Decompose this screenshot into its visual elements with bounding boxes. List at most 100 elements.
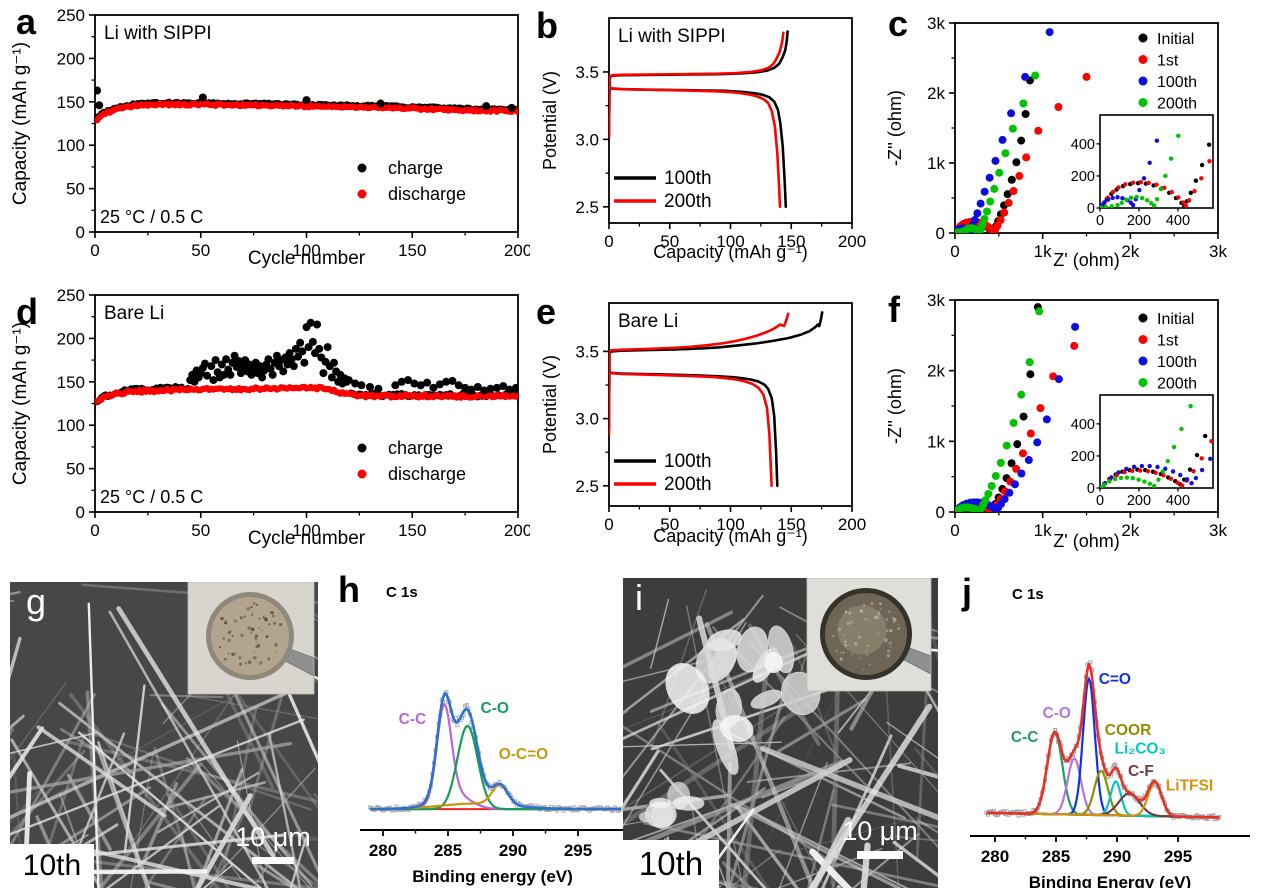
svg-text:150: 150 <box>398 241 426 260</box>
svg-text:discharge: discharge <box>388 464 466 484</box>
svg-text:100: 100 <box>292 521 320 540</box>
svg-text:1k: 1k <box>1034 521 1052 540</box>
svg-text:100th: 100th <box>664 168 712 189</box>
svg-text:150: 150 <box>777 232 805 251</box>
svg-text:50: 50 <box>191 521 210 540</box>
svg-text:200: 200 <box>1071 169 1095 185</box>
svg-text:250: 250 <box>57 286 85 305</box>
svg-text:50: 50 <box>660 515 679 534</box>
svg-text:Initial: Initial <box>1157 31 1194 48</box>
svg-text:0: 0 <box>1096 493 1104 509</box>
scale-label-g: 10 μm <box>235 822 311 852</box>
svg-text:200: 200 <box>1127 493 1151 509</box>
svg-text:COOR: COOR <box>1105 722 1152 739</box>
svg-text:-Z'' (ohm): -Z'' (ohm) <box>885 368 905 444</box>
svg-text:290: 290 <box>499 841 527 860</box>
svg-text:0: 0 <box>936 503 945 522</box>
panel-f: f 0 1k 2k 3k 0 1k 2k 3k Z' (ohm) -Z'' (ohm) Initia… <box>880 280 1268 568</box>
svg-text:50: 50 <box>66 180 85 199</box>
cycle-label-i: 10th <box>623 840 719 888</box>
svg-text:200th: 200th <box>1157 96 1197 113</box>
svg-text:0: 0 <box>76 223 85 242</box>
svg-text:Cycle number: Cycle number <box>248 528 366 549</box>
svg-text:3k: 3k <box>1209 521 1227 540</box>
svg-text:100: 100 <box>292 241 320 260</box>
svg-text:100th: 100th <box>1157 74 1197 91</box>
svg-text:280: 280 <box>369 841 397 860</box>
svg-text:-Z'' (ohm): -Z'' (ohm) <box>885 90 905 166</box>
svg-text:100th: 100th <box>664 451 712 472</box>
svg-text:200th: 200th <box>664 191 712 212</box>
panel-d: d 0 50 100 150 200 0 50 100 150 200 250 Cycle numbe… <box>0 280 530 568</box>
svg-text:100: 100 <box>716 515 744 534</box>
c-chart: 0 1k 2k 3k 0 1k 2k 3k Z' (ohm) -Z'' (ohm) Initial 1… <box>885 14 1227 270</box>
svg-text:2.5: 2.5 <box>575 198 599 217</box>
svg-text:2k: 2k <box>1121 521 1139 540</box>
svg-text:2k: 2k <box>927 362 945 381</box>
svg-text:Capacity (mAh g⁻¹): Capacity (mAh g⁻¹) <box>653 242 808 262</box>
svg-text:Li with SIPPI: Li with SIPPI <box>104 23 212 44</box>
svg-text:3.0: 3.0 <box>575 410 599 429</box>
svg-text:C-O: C-O <box>1043 705 1071 722</box>
svg-text:285: 285 <box>1042 847 1070 866</box>
svg-text:C-O: C-O <box>481 700 509 717</box>
svg-text:0: 0 <box>76 503 85 522</box>
h-xps-chart: 280 285 290 295 Binding energy (eV) C-C C-O O-C… <box>360 689 625 886</box>
svg-text:200: 200 <box>57 329 85 348</box>
panel-c: c 0 1k 2k 3k 0 1k 2k 3k Z' (ohm) -Z'' (ohm) Initia… <box>880 0 1268 278</box>
svg-text:charge: charge <box>388 438 443 458</box>
svg-text:200: 200 <box>1071 449 1095 465</box>
e-chart: 0 50 100 150 200 2.5 3.0 3.5 Capacity (mAh g⁻¹) P… <box>540 302 866 546</box>
scale-bar-i: 10 μm <box>815 816 945 859</box>
svg-text:Z' (ohm): Z' (ohm) <box>1053 250 1119 270</box>
svg-text:Capacity (mAh g⁻¹): Capacity (mAh g⁻¹) <box>10 42 31 205</box>
svg-text:0: 0 <box>1087 201 1095 217</box>
svg-text:25 °C / 0.5 C: 25 °C / 0.5 C <box>100 207 203 227</box>
panel-letter-i: i <box>635 577 643 618</box>
svg-text:200: 200 <box>838 232 866 251</box>
panel-letter-d: d <box>16 291 38 332</box>
panel-letter-c: c <box>888 3 909 44</box>
xps-title-j: C 1s <box>1012 586 1044 603</box>
svg-text:Bare Li: Bare Li <box>104 303 164 324</box>
svg-text:0: 0 <box>950 521 959 540</box>
svg-text:400: 400 <box>1071 417 1095 433</box>
panel-i-sem-image: i 10th 10 μm <box>623 578 938 888</box>
svg-text:Z' (ohm): Z' (ohm) <box>1053 531 1119 551</box>
cycle-label-g: 10th <box>10 844 94 888</box>
svg-text:150: 150 <box>57 373 85 392</box>
svg-text:100th: 100th <box>1157 354 1197 371</box>
svg-text:1st: 1st <box>1157 53 1179 70</box>
svg-text:Cycle number: Cycle number <box>248 248 366 269</box>
svg-text:Capacity (mAh g⁻¹): Capacity (mAh g⁻¹) <box>10 322 31 485</box>
xps-title-h: C 1s <box>386 584 418 601</box>
svg-text:0: 0 <box>936 224 945 243</box>
svg-text:150: 150 <box>398 521 426 540</box>
svg-text:0: 0 <box>90 521 99 540</box>
svg-text:C=O: C=O <box>1099 671 1131 688</box>
svg-text:50: 50 <box>660 232 679 251</box>
panel-letter-b: b <box>536 5 558 46</box>
panel-letter-a: a <box>16 1 37 42</box>
svg-text:25 °C / 0.5 C: 25 °C / 0.5 C <box>100 487 203 507</box>
svg-text:0: 0 <box>90 241 99 260</box>
svg-text:295: 295 <box>564 841 592 860</box>
d-chart: 0 50 100 150 200 0 50 100 150 200 250 Cycle number C… <box>10 286 530 549</box>
f-chart: 0 1k 2k 3k 0 1k 2k 3k Z' (ohm) -Z'' (ohm) Initial 1… <box>885 291 1227 551</box>
svg-text:Initial: Initial <box>1157 311 1194 328</box>
panel-h: h C 1s 280 285 290 295 Binding energy (eV) C-… <box>330 572 626 888</box>
svg-text:C-C: C-C <box>399 711 427 728</box>
panel-j: j C 1s 280 285 290 295 Binding Energy (eV) C-… <box>950 572 1268 888</box>
svg-text:1k: 1k <box>927 432 945 451</box>
svg-text:O-C=O: O-C=O <box>499 746 549 763</box>
svg-text:3.5: 3.5 <box>575 342 599 361</box>
svg-text:295: 295 <box>1164 847 1192 866</box>
svg-text:C-C: C-C <box>1011 729 1039 746</box>
svg-text:0: 0 <box>1096 213 1104 229</box>
svg-text:0: 0 <box>950 242 959 261</box>
sem-image-g <box>10 582 318 888</box>
panel-letter-e: e <box>536 291 557 332</box>
svg-text:280: 280 <box>981 847 1009 866</box>
svg-text:1k: 1k <box>1034 242 1052 261</box>
